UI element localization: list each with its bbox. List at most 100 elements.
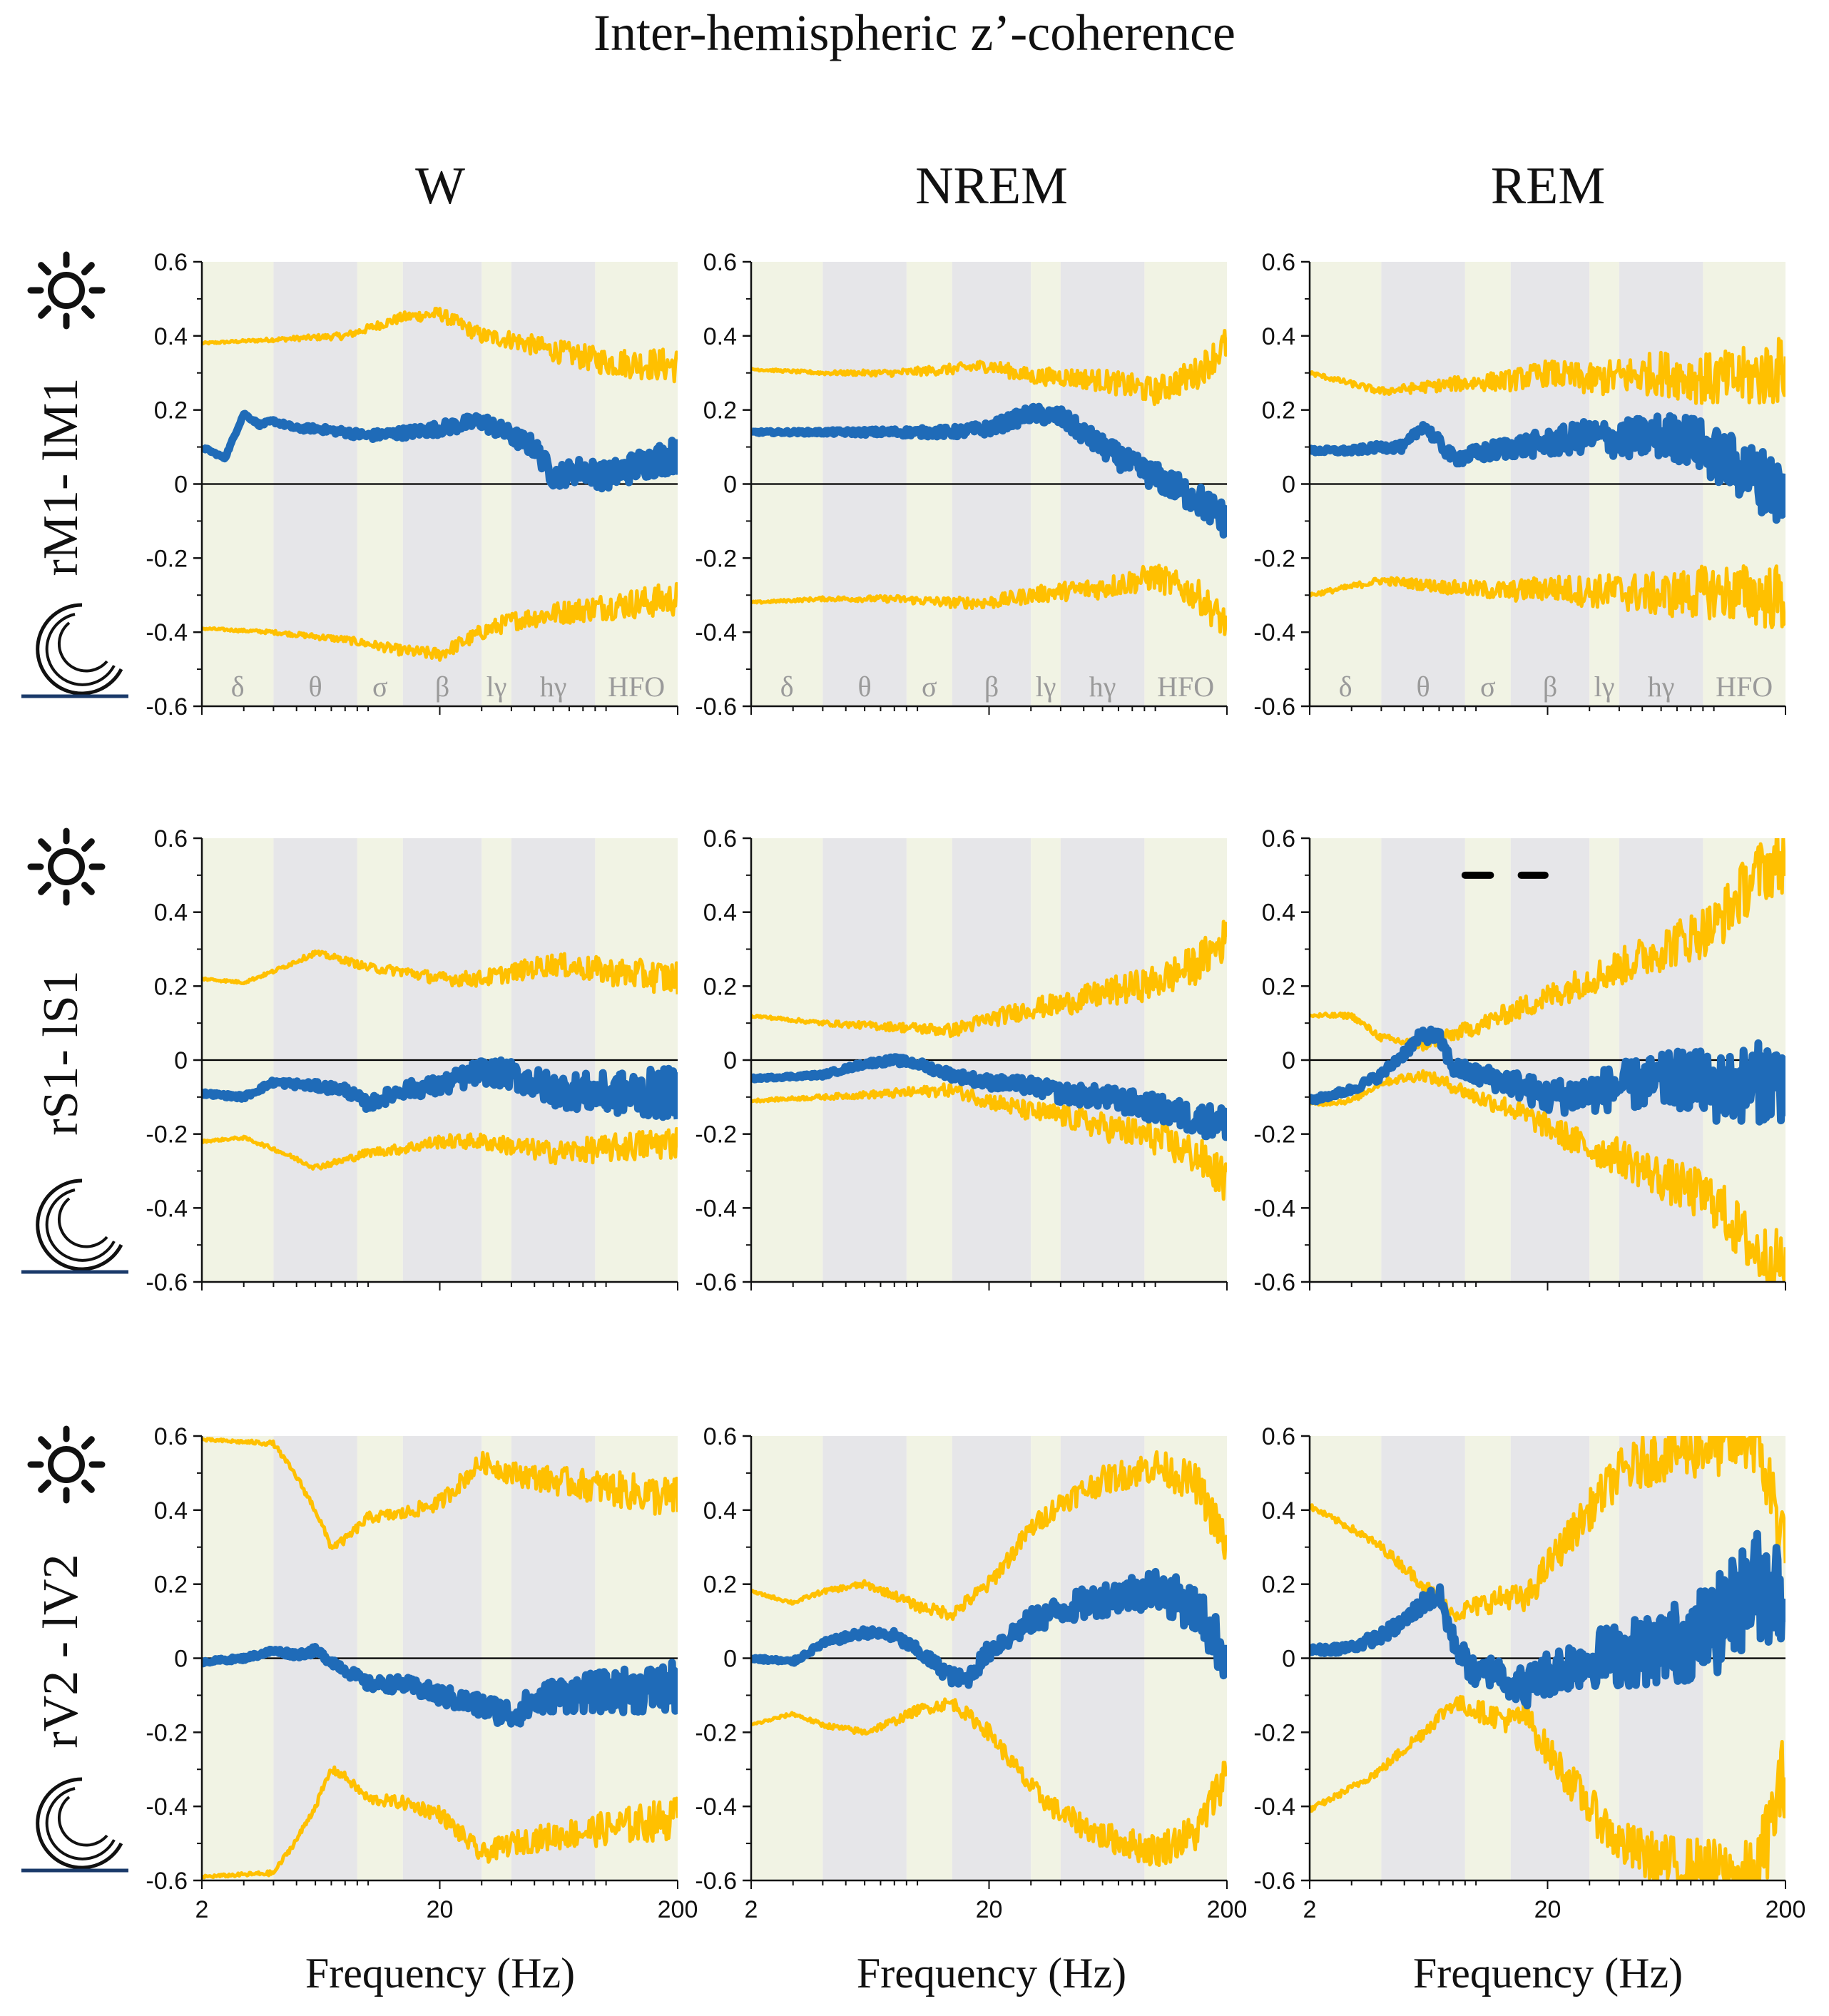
column-label-w: W bbox=[415, 157, 465, 215]
panel-w-row3: 0.6 0.4 0.2 0 -0.2 -0.4 -0.6 2 20 200 bbox=[146, 1423, 698, 1923]
y-tick-label: -0.6 bbox=[146, 693, 188, 721]
upper-bound-line bbox=[202, 1437, 678, 1550]
band-label: HFO bbox=[1157, 671, 1214, 703]
band-label: δ bbox=[780, 671, 794, 703]
y-tick-label: -0.4 bbox=[146, 619, 188, 646]
band-label: θ bbox=[858, 671, 872, 703]
band-label: θ bbox=[309, 671, 322, 703]
upper-bound-line bbox=[1310, 337, 1785, 405]
y-tick-label: 0 bbox=[1282, 472, 1295, 499]
x-axis-label: Frequency (Hz) bbox=[857, 1950, 1126, 1997]
y-tick-label: -0.2 bbox=[1253, 1121, 1295, 1149]
band-label: β bbox=[1543, 671, 1557, 703]
y-tick-label: -0.2 bbox=[695, 1719, 737, 1746]
x-axis-label: Frequency (Hz) bbox=[1413, 1950, 1683, 1997]
band-label: σ bbox=[1480, 671, 1496, 703]
band-label: θ bbox=[1417, 671, 1430, 703]
y-tick-label: 0 bbox=[723, 472, 737, 499]
coherence-line bbox=[751, 1053, 1227, 1141]
y-tick-label: 0 bbox=[174, 472, 188, 499]
y-tick-label: 0.6 bbox=[154, 1423, 188, 1450]
lower-bound-line bbox=[202, 581, 678, 662]
y-tick-label: 0.4 bbox=[154, 1497, 188, 1524]
y-tick-label: -0.2 bbox=[695, 1121, 737, 1149]
y-tick-label: -0.2 bbox=[1253, 1719, 1295, 1746]
sun-icon bbox=[27, 828, 106, 906]
row-label-1: rM1- lM1 bbox=[34, 377, 88, 576]
y-tick-label: 0.2 bbox=[703, 397, 737, 424]
y-tick-label: 0 bbox=[723, 1646, 737, 1673]
band-label: σ bbox=[372, 671, 388, 703]
y-tick-label: 0.4 bbox=[1262, 1497, 1295, 1524]
upper-bound-line bbox=[1310, 1436, 1785, 1622]
sun-icon bbox=[27, 251, 106, 330]
y-tick-label: 0.2 bbox=[154, 973, 188, 1000]
lower-bound-line bbox=[202, 1126, 678, 1171]
panel-nrem-row3: 0.6 0.4 0.2 0 -0.2 -0.4 -0.6 2 20 200 bbox=[695, 1423, 1247, 1923]
y-tick-label: -0.6 bbox=[146, 1269, 188, 1296]
upper-bound-line bbox=[202, 950, 678, 994]
row-labels: rM1- lM1 rS1- lS1 rV2 - lV2 bbox=[21, 251, 128, 1873]
upper-bound-line bbox=[751, 920, 1227, 1039]
coherence-line bbox=[1310, 1025, 1785, 1126]
y-tick-label: -0.6 bbox=[1253, 1868, 1295, 1895]
upper-bound-line bbox=[751, 1450, 1227, 1622]
y-tick-label: 0.4 bbox=[1262, 900, 1295, 927]
upper-bound-line bbox=[202, 307, 678, 384]
sun-icon bbox=[27, 1425, 106, 1504]
x-tick-label: 20 bbox=[427, 1896, 454, 1923]
x-tick-label: 200 bbox=[1766, 1896, 1806, 1923]
band-label: δ bbox=[1339, 671, 1352, 703]
x-tick-label: 200 bbox=[658, 1896, 698, 1923]
y-tick-label: 0.6 bbox=[154, 249, 188, 276]
y-tick-label: -0.6 bbox=[695, 693, 737, 721]
y-tick-label: -0.2 bbox=[146, 545, 188, 572]
panel-rem-row2: 0.6 0.4 0.2 0 -0.2 -0.4 -0.6 bbox=[1253, 825, 1786, 1296]
figure-title: Inter-hemispheric z’-coherence bbox=[593, 4, 1236, 61]
coherence-line bbox=[751, 402, 1227, 539]
x-tick-label: 20 bbox=[1534, 1896, 1561, 1923]
moon-icon bbox=[21, 603, 128, 698]
y-tick-label: 0.6 bbox=[154, 825, 188, 852]
y-tick-label: 0 bbox=[174, 1646, 188, 1673]
y-tick-label: 0.2 bbox=[1262, 397, 1295, 424]
x-tick-label: 2 bbox=[1303, 1896, 1317, 1923]
band-label: HFO bbox=[1716, 671, 1773, 703]
band-label: β bbox=[435, 671, 449, 703]
y-tick-label: -0.6 bbox=[146, 1868, 188, 1895]
y-tick-label: 0.2 bbox=[703, 1572, 737, 1599]
band-label: lγ bbox=[1594, 671, 1615, 703]
y-tick-label: -0.4 bbox=[1253, 1793, 1295, 1821]
lower-bound-line bbox=[751, 1082, 1227, 1201]
coherence-line bbox=[202, 409, 678, 493]
y-tick-label: 0.2 bbox=[154, 1572, 188, 1599]
y-tick-label: -0.4 bbox=[146, 1195, 188, 1222]
y-tick-label: -0.6 bbox=[695, 1269, 737, 1296]
y-tick-label: 0.2 bbox=[703, 973, 737, 1000]
y-tick-label: -0.4 bbox=[695, 619, 737, 646]
column-label-rem: REM bbox=[1491, 157, 1605, 215]
band-label: hγ bbox=[1648, 671, 1675, 703]
y-tick-label: -0.6 bbox=[1253, 693, 1295, 721]
x-tick-label: 20 bbox=[976, 1896, 1003, 1923]
upper-bound-line bbox=[751, 329, 1227, 407]
lower-bound-line bbox=[751, 1697, 1227, 1868]
row-label-2: rS1- lS1 bbox=[34, 970, 88, 1135]
y-tick-label: -0.2 bbox=[146, 1121, 188, 1149]
y-tick-label: -0.6 bbox=[1253, 1269, 1295, 1296]
lower-bound-line bbox=[1310, 1694, 1785, 1880]
y-tick-label: 0.6 bbox=[703, 825, 737, 852]
coherence-line bbox=[1310, 1529, 1785, 1710]
lower-bound-line bbox=[202, 1765, 678, 1880]
lower-bound-line bbox=[751, 564, 1227, 636]
upper-bound-line bbox=[1310, 838, 1785, 1052]
band-label: hγ bbox=[1089, 671, 1116, 703]
row-label-3: rV2 - lV2 bbox=[34, 1554, 88, 1748]
panels: δ θ σ β lγ hγ HFO 0.6 0.4 0.2 0 -0.2 -0.4 -0.6 δ θ σ β lγ h… bbox=[146, 249, 1805, 1923]
y-tick-label: 0.2 bbox=[1262, 1572, 1295, 1599]
panel-w-row1: δ θ σ β lγ hγ HFO 0.6 0.4 0.2 0 -0.2 -0.4 -0.6 bbox=[146, 249, 678, 721]
moon-icon bbox=[21, 1178, 128, 1274]
band-label: hγ bbox=[540, 671, 567, 703]
y-tick-label: -0.4 bbox=[146, 1793, 188, 1821]
